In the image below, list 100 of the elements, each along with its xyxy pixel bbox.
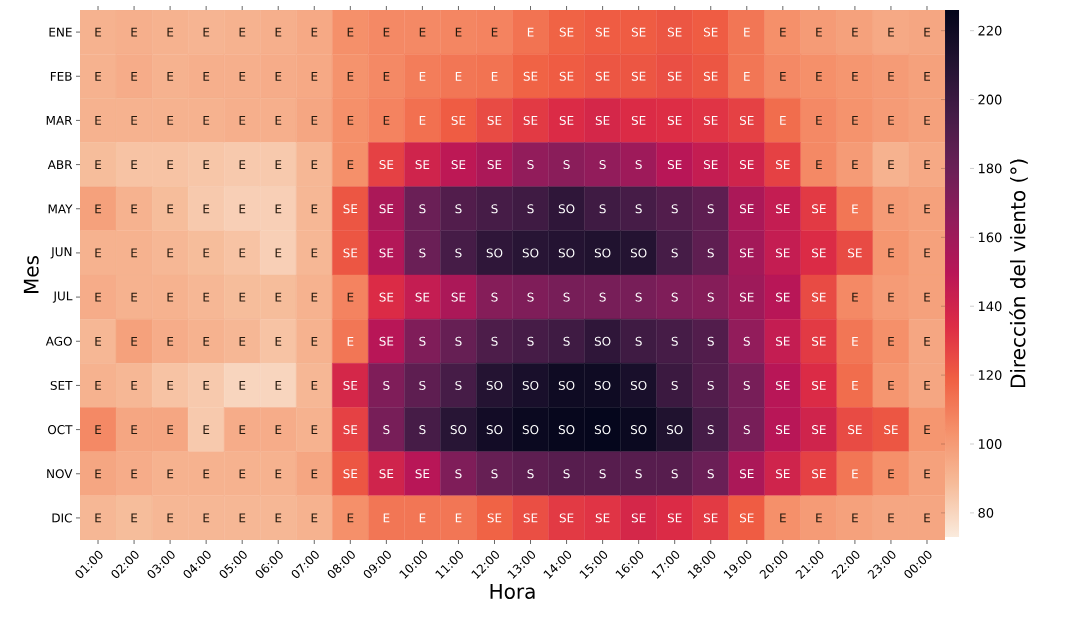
data-label: E (347, 71, 354, 81)
data-label: SE (739, 292, 754, 302)
data-label: SO (450, 425, 467, 435)
data-label: E (347, 160, 354, 169)
data-label: E (455, 513, 462, 523)
data-label: SE (812, 425, 826, 435)
data-label: E (455, 71, 462, 81)
data-label: S (491, 292, 498, 302)
data-label: E (95, 292, 102, 302)
data-label: E (167, 336, 174, 346)
data-label: E (167, 116, 174, 125)
x-axis-title: Hora (490, 584, 535, 599)
data-label: E (203, 71, 210, 81)
data-label: SE (812, 204, 826, 214)
data-label: S (383, 380, 390, 390)
data-label: S (635, 469, 642, 479)
data-label: E (924, 292, 931, 302)
data-label: SO (594, 380, 611, 390)
data-label: E (131, 469, 138, 479)
data-label: S (635, 160, 642, 170)
data-label: E (203, 248, 210, 258)
data-label: E (275, 381, 282, 390)
data-label: E (311, 71, 318, 81)
data-label: E (347, 513, 354, 523)
data-label: SE (703, 115, 718, 125)
data-label: SE (487, 513, 502, 523)
data-label: SO (594, 336, 611, 346)
data-label: E (131, 381, 138, 390)
data-label: E (275, 336, 282, 346)
data-label: E (780, 71, 786, 81)
data-label: S (671, 469, 678, 479)
data-label: E (311, 381, 318, 390)
data-label: E (383, 513, 390, 523)
data-label: E (924, 27, 931, 37)
data-label: E (888, 116, 894, 125)
data-label: SE (739, 204, 754, 214)
data-label: S (743, 380, 750, 390)
data-label: E (95, 513, 102, 523)
color-bar-label: 80 (978, 507, 994, 518)
data-label: E (275, 469, 282, 479)
data-label: SE (415, 292, 430, 302)
data-label: S (527, 204, 534, 214)
data-label: SE (415, 469, 430, 479)
color-bar-label: 100 (978, 439, 1002, 449)
data-label: SE (415, 160, 430, 170)
data-label: SE (559, 513, 574, 523)
data-label: E (527, 27, 534, 37)
data-label: E (95, 381, 102, 390)
data-label: S (599, 160, 606, 170)
color-bar-label: 160 (978, 232, 1002, 243)
data-label: SE (739, 160, 754, 170)
data-label: E (888, 248, 894, 258)
data-label: SE (667, 513, 682, 523)
data-label: E (275, 116, 282, 125)
data-label: SE (776, 336, 790, 346)
data-label: SE (379, 248, 394, 258)
data-label: E (888, 469, 894, 479)
data-label: S (671, 248, 678, 258)
data-label: E (203, 425, 210, 434)
data-label: S (707, 292, 714, 302)
data-label: E (239, 336, 246, 346)
data-label: SE (595, 115, 610, 125)
data-label: SO (522, 425, 539, 435)
data-label: E (852, 336, 858, 346)
data-label: SE (703, 513, 718, 523)
data-label: E (275, 160, 282, 169)
data-label: E (419, 513, 426, 523)
data-label: E (924, 425, 931, 434)
data-label: S (599, 204, 606, 214)
data-label: S (491, 469, 498, 479)
y-tick-label: SET (50, 380, 73, 390)
data-label: E (924, 469, 931, 479)
data-label: E (131, 27, 138, 37)
data-label: E (816, 160, 822, 169)
data-label: E (852, 71, 858, 81)
y-axis-title: Mes (23, 256, 39, 294)
data-label: E (852, 513, 858, 523)
data-label: E (275, 27, 282, 37)
data-label: E (167, 381, 174, 390)
data-label: SE (487, 115, 502, 125)
data-label: E (816, 71, 822, 81)
data-label: E (311, 336, 318, 346)
data-label: E (311, 292, 318, 302)
data-label: SE (631, 71, 646, 81)
data-label: E (852, 469, 858, 479)
data-label: S (419, 336, 426, 346)
data-label: SE (667, 115, 682, 125)
data-label: SE (595, 71, 610, 81)
data-label: E (383, 27, 390, 37)
data-label: E (852, 204, 858, 214)
data-label: E (924, 513, 931, 523)
data-label: E (311, 513, 318, 523)
data-label: SE (812, 469, 826, 479)
data-label: E (419, 27, 426, 37)
data-label: E (167, 292, 174, 302)
data-label: S (599, 292, 606, 302)
data-label: E (203, 204, 210, 214)
data-label: S (707, 248, 714, 258)
data-label: S (419, 204, 426, 214)
data-label: SO (630, 425, 647, 435)
